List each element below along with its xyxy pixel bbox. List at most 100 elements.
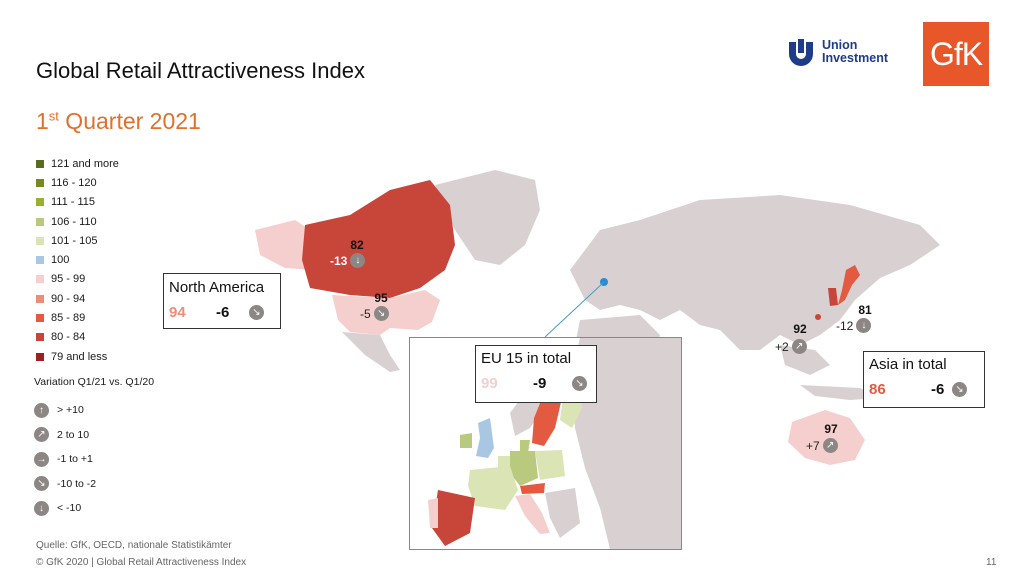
legend-item: 79 and less — [36, 347, 119, 366]
variation-label: -10 to -2 — [57, 477, 97, 490]
variation-label: 2 to 10 — [57, 428, 90, 441]
legend-label: 111 - 115 — [51, 196, 96, 209]
usa-change: -5 ↘ — [360, 306, 397, 321]
legend-item: 85 - 89 — [36, 308, 119, 327]
asia-box: Asia in total 86 -6 ↘ — [863, 351, 985, 408]
arrow-down-right-icon: ↘ — [34, 476, 49, 492]
eu15-change: -9 — [533, 375, 547, 392]
arrow-down-icon: ↓ — [34, 500, 49, 516]
page-subtitle: 1st Quarter 2021 — [36, 108, 201, 134]
source-note: Quelle: GfK, OECD, nationale Statistikäm… — [36, 540, 232, 551]
united-kingdom — [476, 418, 494, 458]
variation-item: ↗ 2 to 10 — [34, 423, 96, 448]
japan — [838, 265, 860, 305]
variation-item: → -1 to +1 — [34, 447, 96, 472]
variation-title: Variation Q1/21 vs. Q1/20 — [34, 376, 155, 388]
north-america-title: North America — [169, 279, 265, 296]
legend-swatch — [36, 352, 44, 361]
greenland — [435, 170, 540, 265]
legend-swatch — [36, 217, 44, 226]
page-number: 11 — [986, 557, 997, 568]
indonesia — [800, 385, 880, 400]
legend-item: 90 - 94 — [36, 289, 119, 308]
legend-item: 121 and more — [36, 154, 119, 173]
legend-label: 80 - 84 — [51, 331, 86, 344]
japan-change: -12 ↓ — [836, 318, 879, 333]
asia-title: Asia in total — [869, 356, 947, 373]
spain — [432, 490, 475, 546]
arrow-up-right-icon: ↗ — [791, 339, 807, 354]
usa-value: 95 — [374, 291, 388, 305]
japan-value: 81 — [858, 303, 872, 317]
eu15-value: 99 — [481, 375, 498, 392]
china — [752, 270, 830, 328]
legend-label: 95 - 99 — [51, 273, 86, 286]
arrow-down-right-icon: ↘ — [373, 306, 389, 321]
eastern-europe — [570, 338, 681, 549]
color-legend: 121 and more 116 - 120 111 - 115 106 - 110 1… — [36, 154, 119, 366]
arrow-down-right-icon: ↘ — [249, 305, 264, 320]
north-america-change: -6 — [216, 304, 230, 321]
germany — [510, 451, 538, 486]
central-america — [342, 332, 400, 372]
portugal — [428, 498, 438, 528]
legend-item: 106 - 110 — [36, 212, 119, 231]
arrow-down-right-icon: ↘ — [572, 376, 587, 391]
china-change: +2 ↗ — [775, 339, 815, 354]
gfk-logo: GfK — [923, 22, 989, 86]
legend-item: 100 — [36, 250, 119, 269]
legend-item: 80 - 84 — [36, 328, 119, 347]
arrow-down-icon: ↓ — [350, 253, 366, 268]
italy — [515, 494, 550, 534]
union-investment-icon — [789, 39, 813, 66]
variation-label: > +10 — [57, 404, 84, 417]
variation-item: ↘ -10 to -2 — [34, 472, 96, 497]
legend-item: 111 - 115 — [36, 193, 119, 212]
canada — [302, 180, 455, 298]
legend-item: 95 - 99 — [36, 270, 119, 289]
legend-label: 85 - 89 — [51, 312, 86, 325]
legend-item: 101 - 105 — [36, 231, 119, 250]
australia — [788, 410, 865, 465]
arrow-up-right-icon: ↗ — [822, 438, 838, 453]
legend-label: 90 - 94 — [51, 292, 86, 305]
eu15-title: EU 15 in total — [481, 350, 572, 367]
arrow-right-icon: → — [34, 451, 49, 467]
inset-connector — [544, 281, 605, 338]
union-investment-logo: Union Investment — [786, 36, 888, 68]
arrow-down-right-icon: ↘ — [952, 382, 967, 397]
union-investment-text: Union Investment — [822, 38, 888, 65]
variation-legend: ↑ > +10 ↗ 2 to 10 → -1 to +1 ↘ -10 to -2 ↓ < -10 — [34, 398, 96, 521]
denmark — [520, 440, 530, 453]
legend-label: 101 - 105 — [51, 234, 98, 247]
arrow-down-icon: ↓ — [856, 318, 872, 333]
eurasia — [570, 195, 940, 350]
north-america-value: 94 — [169, 304, 186, 321]
alaska — [255, 220, 312, 270]
legend-item: 116 - 120 — [36, 173, 119, 192]
variation-label: < -10 — [57, 502, 82, 515]
legend-label: 79 and less — [51, 350, 108, 363]
variation-label: -1 to +1 — [57, 453, 93, 466]
variation-item: ↑ > +10 — [34, 398, 96, 423]
page-title: Global Retail Attractiveness Index — [36, 58, 365, 83]
arrow-up-icon: ↑ — [34, 402, 49, 418]
legend-label: 106 - 110 — [51, 215, 97, 228]
austria — [520, 483, 545, 494]
balkans — [545, 488, 580, 538]
variation-item: ↓ < -10 — [34, 496, 96, 521]
china-value: 92 — [793, 322, 807, 336]
asia-value: 86 — [869, 381, 886, 398]
france — [468, 466, 518, 510]
legend-swatch — [36, 333, 44, 342]
north-america-box: North America 94 -6 ↘ — [163, 273, 281, 329]
asia-change: -6 — [931, 381, 945, 398]
australia-change: +7 ↗ — [806, 438, 846, 453]
world-map — [255, 170, 940, 465]
legend-label: 116 - 120 — [51, 176, 97, 189]
australia-value: 97 — [824, 422, 838, 436]
legend-swatch — [36, 275, 44, 284]
southeast-asia — [780, 345, 830, 375]
legend-swatch — [36, 294, 44, 303]
korea — [828, 288, 838, 306]
